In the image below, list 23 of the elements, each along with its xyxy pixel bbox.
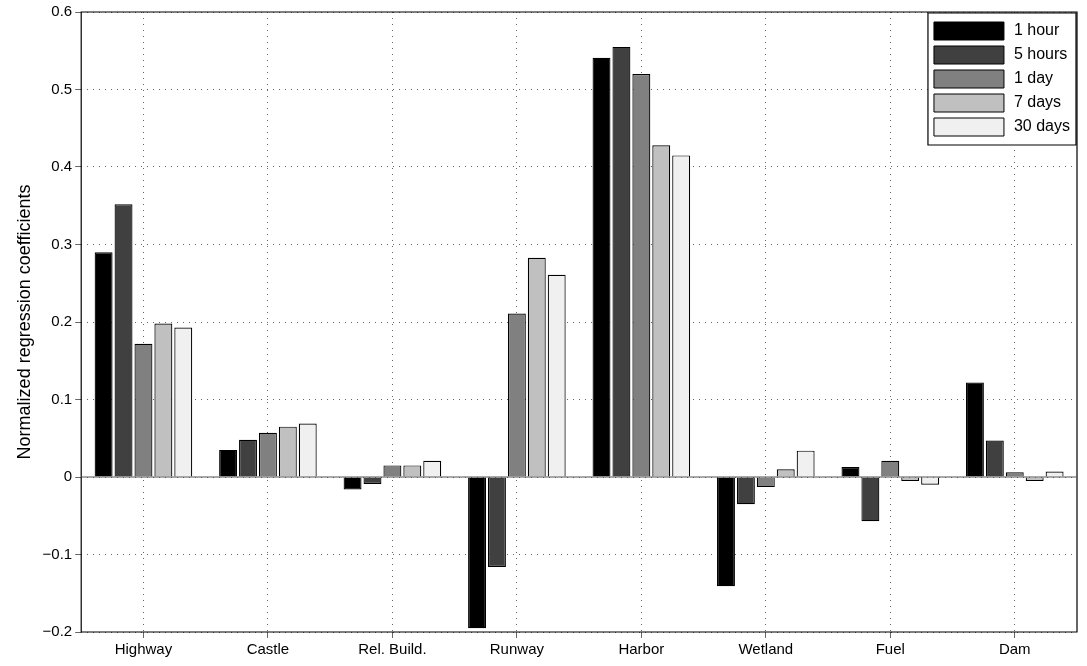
y-tick-label: −0.1 (42, 544, 73, 562)
x-tick-label: Harbor (618, 640, 665, 658)
y-tick-label: −0.2 (42, 622, 73, 640)
legend-label: 1 day (1013, 69, 1054, 87)
x-tick-label: Rel. Build. (358, 640, 427, 658)
y-tick-label: 0.1 (51, 389, 73, 407)
x-tick-label: Castle (246, 640, 290, 658)
x-tick-label: Runway (489, 640, 545, 658)
y-tick-label: 0.3 (51, 234, 73, 252)
x-tick-label: Highway (114, 640, 173, 658)
x-tick-label: Fuel (875, 640, 905, 658)
legend-label: 5 hours (1013, 45, 1068, 63)
legend-label: 1 hour (1013, 21, 1060, 39)
x-tick-label: Wetland (738, 640, 794, 658)
y-tick-label: 0.2 (51, 312, 73, 330)
x-tick-label: Dam (998, 640, 1031, 658)
y-tick-label: 0 (63, 467, 73, 485)
legend-label: 7 days (1013, 93, 1062, 111)
y-axis-title: Normalized regression coefficients (13, 184, 34, 460)
y-tick-label: 0.4 (51, 157, 73, 175)
legend-label: 30 days (1013, 117, 1071, 135)
y-tick-label: 0.6 (51, 2, 73, 20)
y-tick-label: 0.5 (51, 79, 73, 97)
